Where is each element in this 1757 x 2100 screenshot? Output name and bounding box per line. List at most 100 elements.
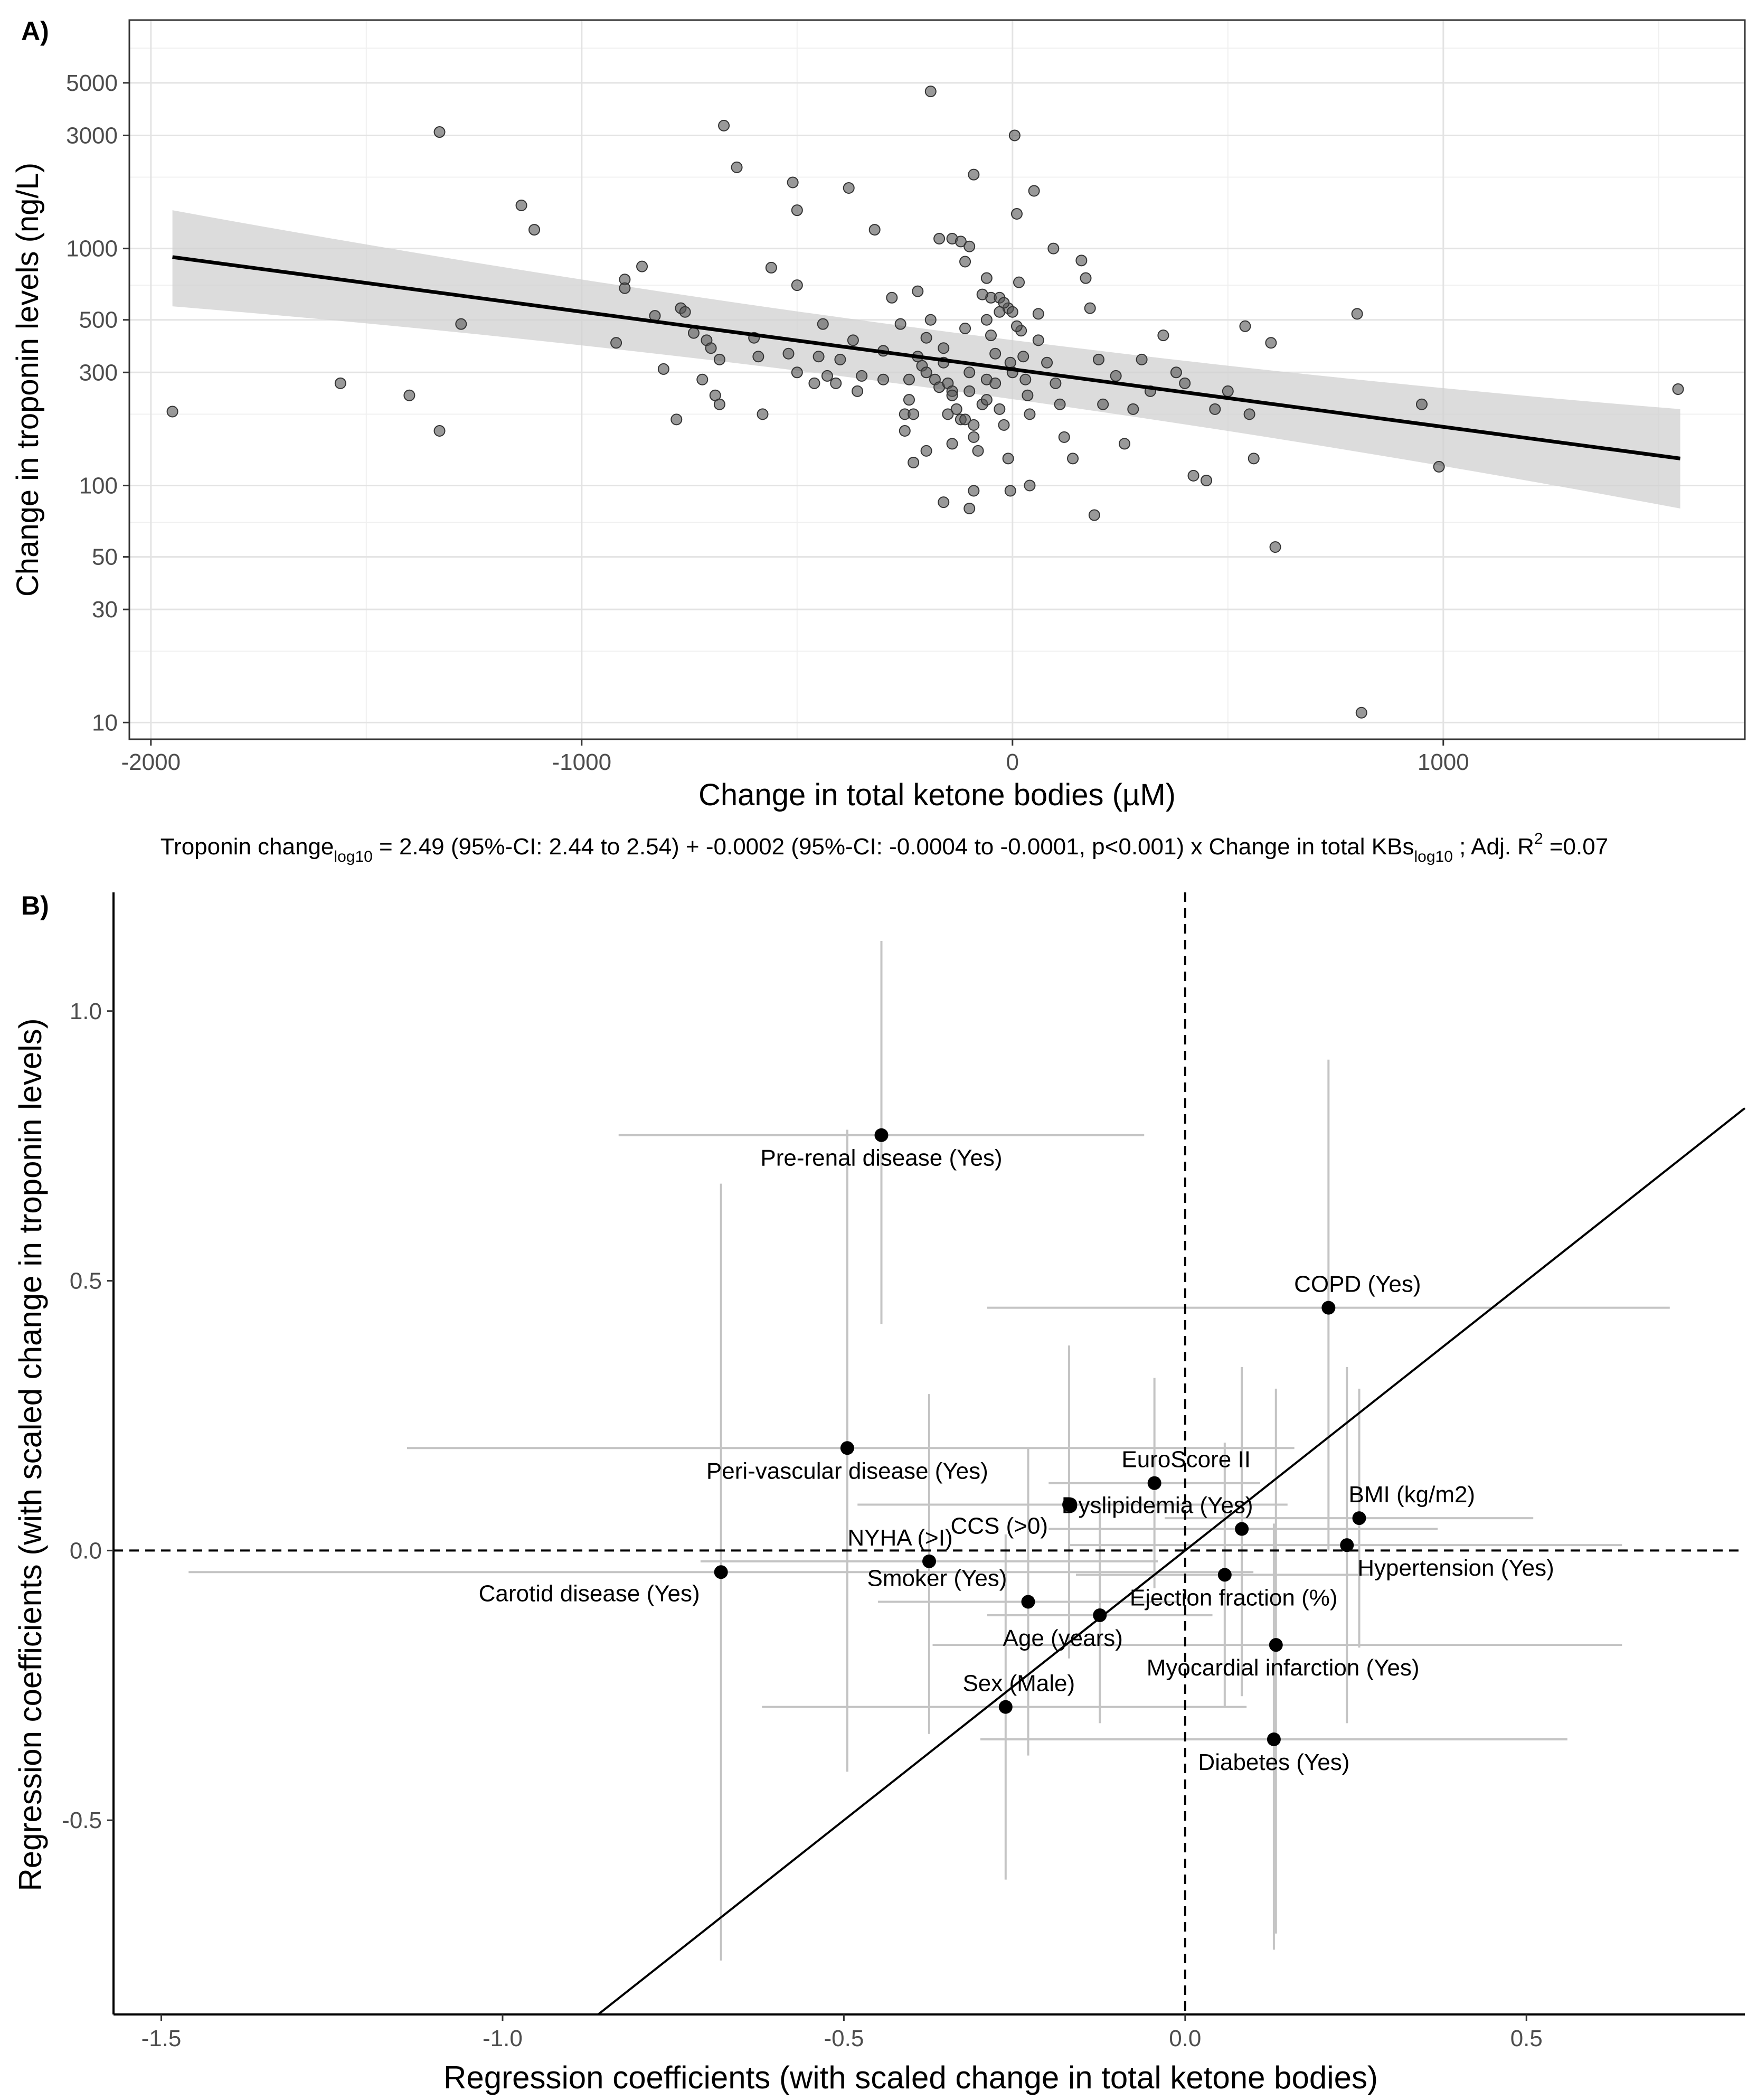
- panel-a-label: A): [21, 16, 49, 46]
- y-tick-label: 500: [79, 307, 118, 333]
- coefficient-point: [1352, 1511, 1366, 1525]
- data-point: [946, 438, 958, 450]
- data-point: [610, 337, 622, 349]
- data-point: [1024, 408, 1036, 420]
- data-point: [1187, 469, 1199, 482]
- data-point: [791, 279, 803, 291]
- data-point: [166, 406, 178, 418]
- panel-a-scatter-plot: A) -2000 -1000 0 1000 10 30 50 100 300 500 1000 30…: [11, 16, 1746, 812]
- data-point: [968, 168, 980, 181]
- data-point: [938, 342, 950, 354]
- data-point: [903, 394, 915, 406]
- data-point: [1024, 479, 1036, 492]
- data-point: [843, 182, 855, 194]
- data-point: [1157, 329, 1169, 342]
- data-point: [959, 322, 971, 334]
- y-tick-label: 50: [92, 544, 118, 570]
- point-label: Peri-vascular disease (Yes): [706, 1458, 988, 1484]
- data-point: [959, 413, 971, 426]
- data-point: [908, 408, 920, 420]
- data-point: [912, 285, 924, 297]
- data-point: [718, 119, 730, 131]
- data-point: [980, 272, 993, 284]
- data-point: [1010, 320, 1023, 332]
- data-point: [1136, 353, 1148, 365]
- data-point: [955, 236, 967, 248]
- coefficient-point: [922, 1554, 936, 1568]
- data-point: [899, 425, 911, 437]
- data-point: [980, 394, 993, 406]
- data-point: [1050, 377, 1062, 389]
- data-point: [856, 370, 868, 382]
- data-point: [1433, 460, 1445, 473]
- panel-a-plot-border: [128, 19, 1746, 740]
- data-point: [1351, 308, 1363, 320]
- data-point: [433, 425, 446, 437]
- panel-b-x-axis: -1.5 -1.0 -0.5 0.0 0.5: [141, 2014, 1543, 2051]
- panel-a-data-points: [166, 86, 1684, 719]
- point-label: BMI (kg/m2): [1349, 1482, 1476, 1508]
- data-point: [817, 318, 829, 330]
- data-point: [752, 351, 764, 363]
- data-point: [433, 126, 446, 138]
- data-point: [670, 413, 683, 426]
- data-point: [1019, 373, 1032, 385]
- panel-b-data-points: [714, 1128, 1366, 1746]
- data-point: [989, 377, 1002, 389]
- data-point: [903, 373, 915, 385]
- data-point: [1088, 509, 1100, 521]
- data-point: [1248, 453, 1260, 465]
- panel-b-y-axis: -0.5 0.0 0.5 1.0: [62, 999, 114, 1833]
- data-point: [963, 366, 976, 379]
- data-point: [1093, 353, 1104, 365]
- data-point: [894, 318, 906, 330]
- point-label: Smoker (Yes): [867, 1565, 1007, 1591]
- data-point: [731, 161, 743, 173]
- data-point: [1080, 272, 1092, 284]
- point-label: Sex (Male): [962, 1671, 1075, 1697]
- data-point: [847, 334, 859, 346]
- data-point: [933, 233, 946, 245]
- coefficient-point: [1269, 1638, 1283, 1652]
- point-label: NYHA (>I): [847, 1525, 952, 1551]
- data-point: [713, 353, 725, 365]
- data-point: [1022, 389, 1034, 401]
- data-point: [636, 260, 648, 272]
- coefficient-point: [874, 1128, 889, 1142]
- data-point: [713, 398, 725, 410]
- x-tick-label: 0: [1006, 749, 1019, 775]
- data-point: [976, 288, 988, 300]
- data-point: [968, 485, 980, 497]
- data-point: [1047, 242, 1060, 255]
- data-point: [1127, 403, 1139, 415]
- x-tick-label: 1000: [1418, 749, 1469, 775]
- x-tick-label: -1.5: [141, 2026, 182, 2051]
- coefficient-point: [998, 1700, 1013, 1714]
- data-point: [1097, 398, 1109, 410]
- point-label: COPD (Yes): [1294, 1272, 1421, 1297]
- data-point: [1067, 453, 1079, 465]
- data-point: [1201, 474, 1212, 486]
- coefficient-point: [1235, 1522, 1249, 1536]
- point-label: Ejection fraction (%): [1130, 1585, 1338, 1611]
- coefficient-point: [1267, 1732, 1281, 1746]
- point-label: Dyslipidemia (Yes): [1062, 1493, 1253, 1519]
- panel-a-y-axis-title: Change in troponin levels (ng/L): [11, 163, 45, 597]
- x-tick-label: -2000: [121, 749, 181, 775]
- data-point: [1209, 403, 1221, 415]
- regression-line: [172, 255, 1681, 460]
- point-label: Myocardial infarction (Yes): [1147, 1655, 1420, 1681]
- data-point: [687, 327, 700, 339]
- y-tick-label: 10: [92, 710, 118, 736]
- panel-b-coefficient-plot: B) Pre-renal disease (Yes) COPD (Yes) Peri…: [13, 891, 1746, 2095]
- y-tick-label: 5000: [66, 70, 118, 96]
- data-point: [980, 314, 993, 326]
- data-point: [1075, 255, 1088, 267]
- data-point: [515, 199, 527, 211]
- data-point: [1222, 385, 1234, 397]
- data-point: [528, 224, 541, 236]
- data-point: [1054, 398, 1066, 410]
- coefficient-point: [1093, 1608, 1107, 1622]
- data-point: [830, 377, 842, 389]
